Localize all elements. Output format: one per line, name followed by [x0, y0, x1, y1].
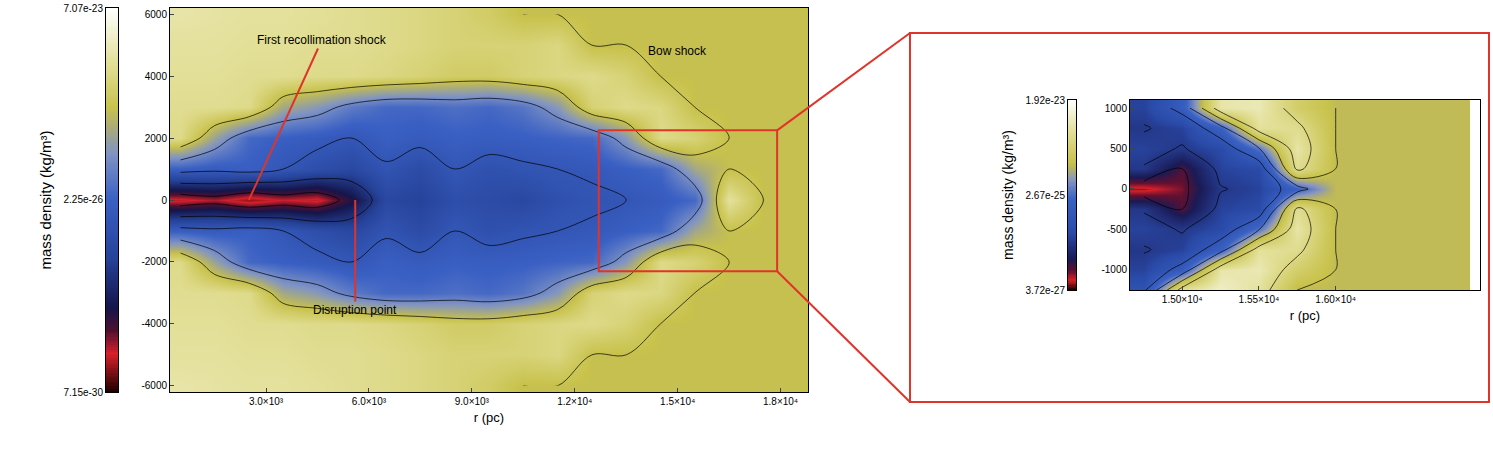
svg-text:1000: 1000	[1105, 103, 1128, 114]
svg-text:1.60×10⁴: 1.60×10⁴	[1315, 294, 1356, 305]
svg-text:6.0×10³: 6.0×10³	[352, 396, 387, 407]
svg-text:3.72e-27: 3.72e-27	[1026, 285, 1066, 296]
svg-text:r (pc): r (pc)	[474, 410, 504, 425]
svg-text:2000: 2000	[145, 133, 168, 144]
svg-text:Disruption point: Disruption point	[313, 303, 397, 317]
svg-text:1.92e-23: 1.92e-23	[1026, 95, 1066, 106]
svg-text:0: 0	[161, 195, 167, 206]
svg-text:500: 500	[1110, 143, 1127, 154]
svg-text:mass density (kg/m³): mass density (kg/m³)	[1000, 130, 1016, 260]
svg-text:2.25e-26: 2.25e-26	[64, 194, 104, 205]
svg-text:1.5×10⁴: 1.5×10⁴	[660, 396, 695, 407]
svg-text:4000: 4000	[145, 71, 168, 82]
svg-text:-6000: -6000	[141, 380, 167, 391]
svg-text:7.07e-23: 7.07e-23	[64, 3, 104, 14]
svg-text:1.2×10⁴: 1.2×10⁴	[557, 396, 592, 407]
svg-text:-1000: -1000	[1101, 264, 1127, 275]
svg-text:0: 0	[1121, 183, 1127, 194]
svg-text:7.15e-30: 7.15e-30	[64, 387, 104, 398]
svg-text:-2000: -2000	[141, 256, 167, 267]
svg-text:3.0×10³: 3.0×10³	[249, 396, 284, 407]
svg-text:-4000: -4000	[141, 318, 167, 329]
svg-text:1.50×10⁴: 1.50×10⁴	[1162, 294, 1203, 305]
svg-text:9.0×10³: 9.0×10³	[455, 396, 490, 407]
svg-text:2.67e-25: 2.67e-25	[1026, 190, 1066, 201]
svg-text:First recollimation shock: First recollimation shock	[257, 33, 387, 47]
svg-text:6000: 6000	[145, 9, 168, 20]
svg-text:-500: -500	[1107, 224, 1127, 235]
svg-text:mass density (kg/m³): mass density (kg/m³)	[37, 130, 54, 269]
svg-text:1.8×10⁴: 1.8×10⁴	[763, 396, 798, 407]
svg-text:r (pc): r (pc)	[1290, 308, 1320, 323]
svg-text:1.55×10⁴: 1.55×10⁴	[1239, 294, 1280, 305]
svg-text:Bow shock: Bow shock	[648, 44, 707, 58]
